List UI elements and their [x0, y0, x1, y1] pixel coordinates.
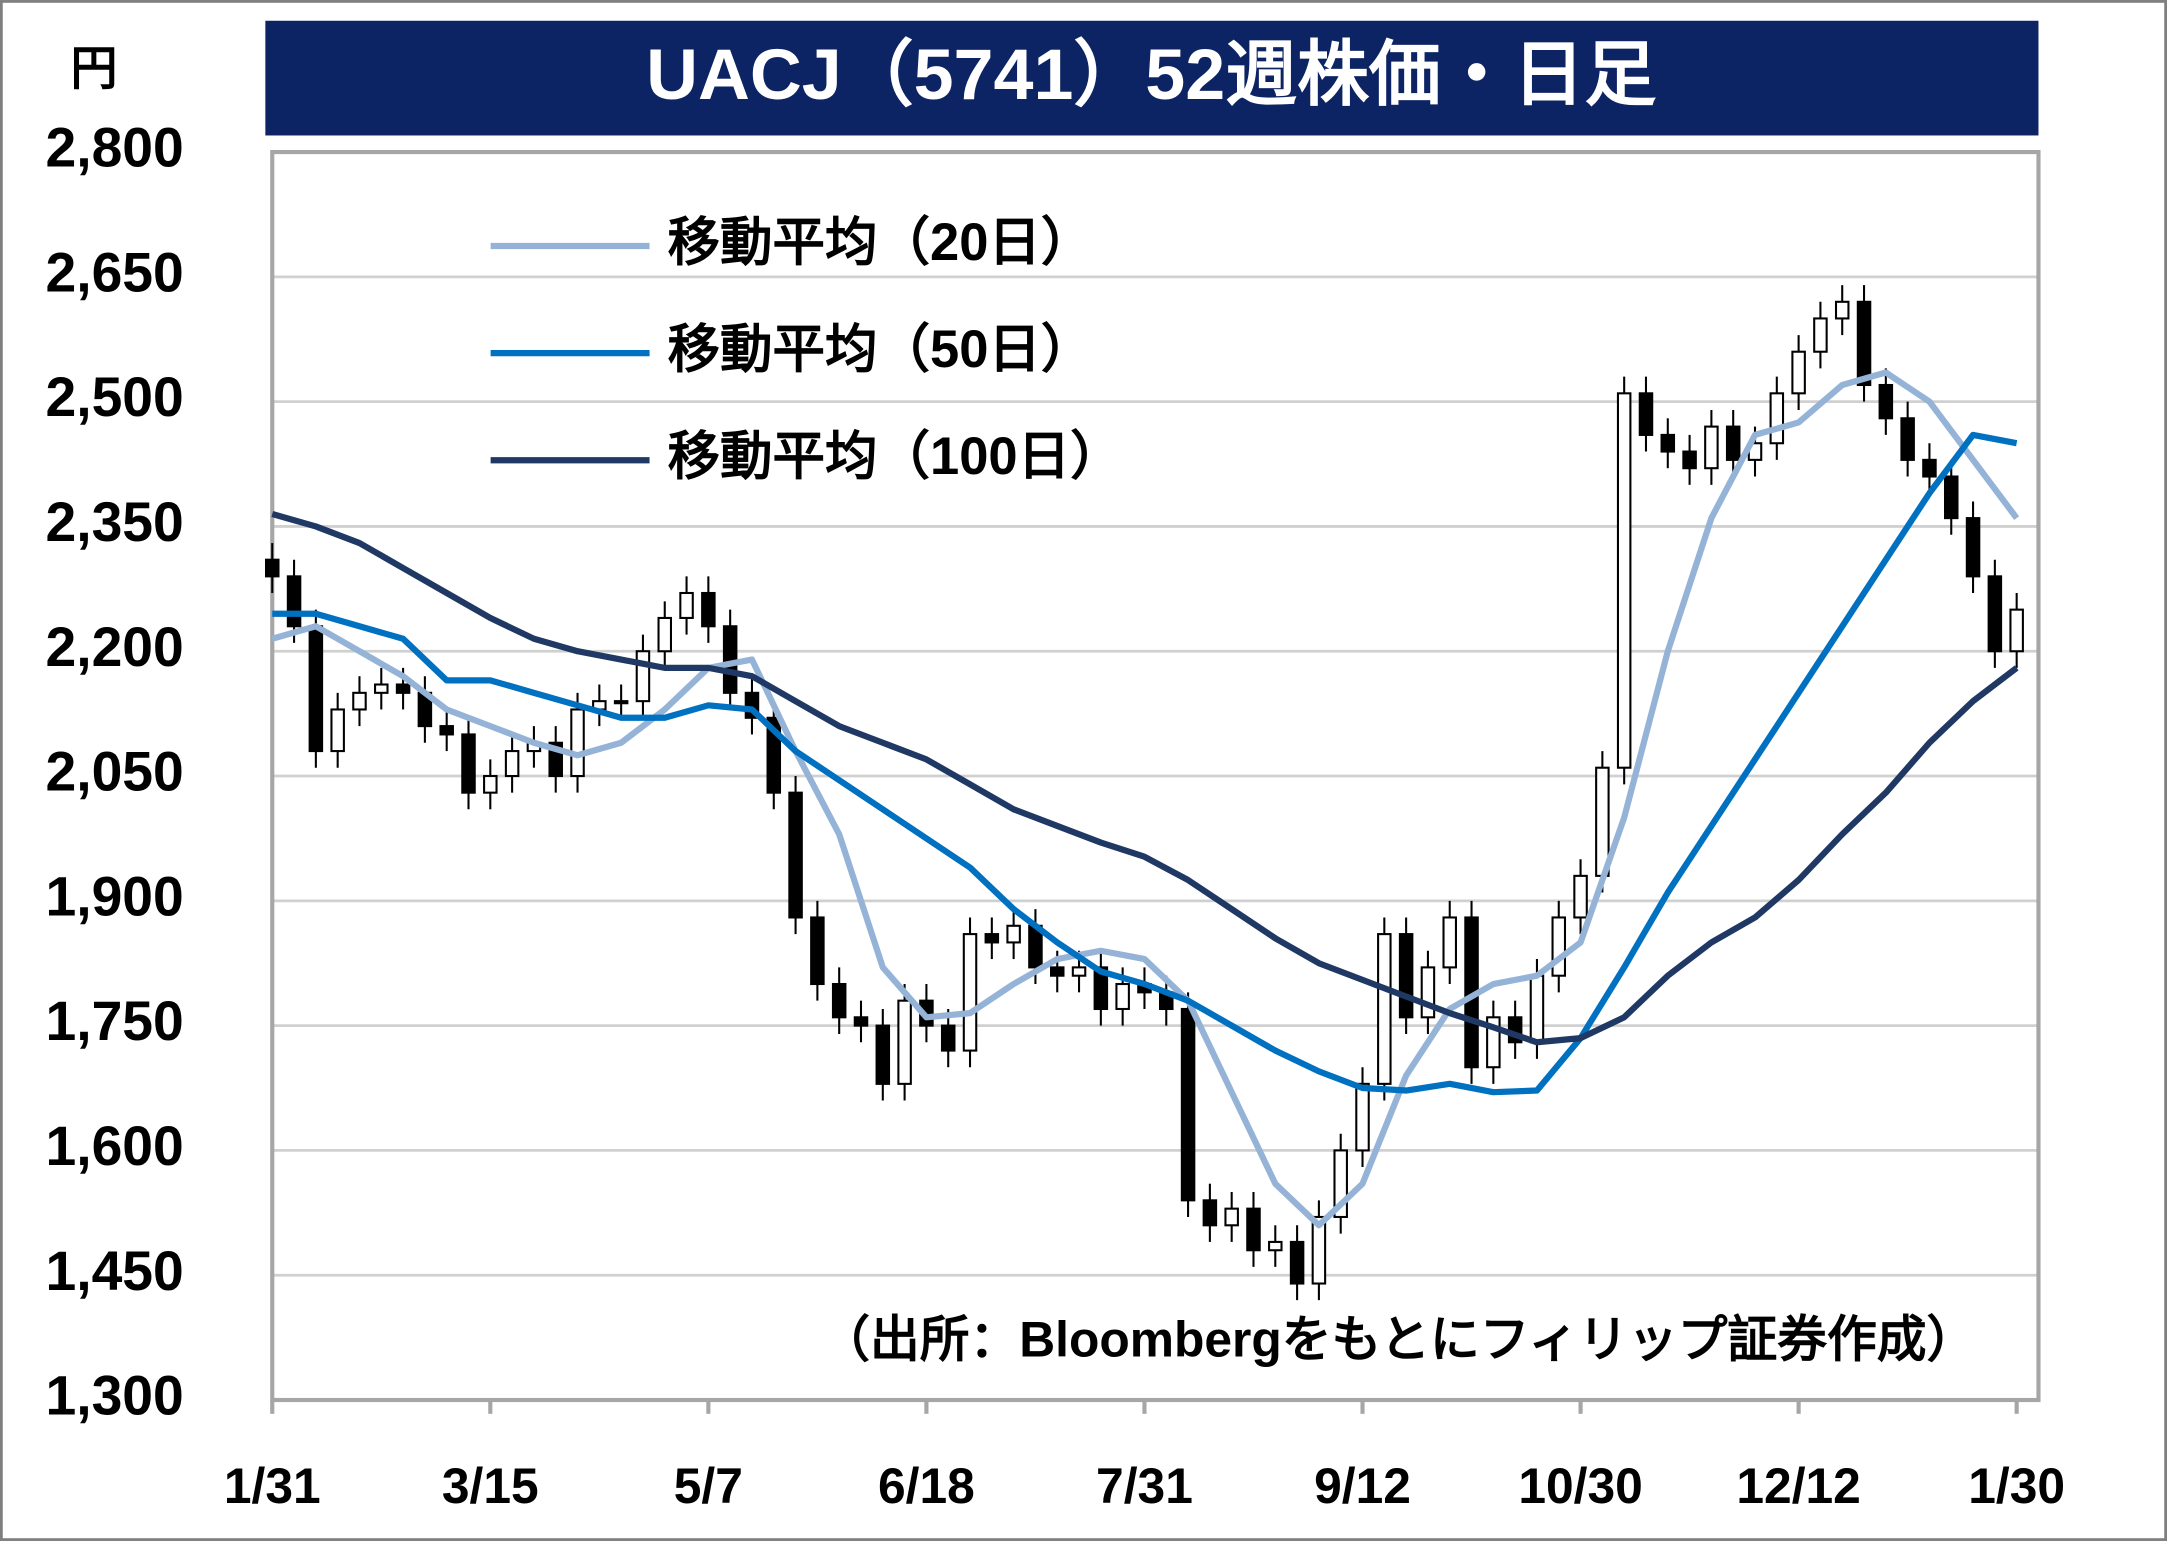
candle-body — [1529, 974, 1545, 1044]
y-tick-label: 1,600 — [45, 1115, 183, 1177]
candle-body — [1573, 874, 1588, 919]
moving-average-line — [271, 510, 2019, 1046]
plot-border — [270, 149, 2041, 1403]
legend-label: 移動平均（50日） — [668, 320, 1094, 379]
source-note: （出所：Bloombergをもとにフィリップ証券作成） — [820, 1311, 1976, 1367]
candle-body — [1660, 433, 1676, 453]
candle-body — [831, 982, 847, 1019]
candle-body — [1355, 1082, 1370, 1152]
candle-body — [962, 933, 978, 1052]
candle-body — [1813, 317, 1828, 353]
x-tick-label: 7/31 — [1096, 1458, 1193, 1514]
candle-body — [657, 616, 673, 653]
candle-body — [2009, 608, 2024, 653]
candle-body — [1049, 966, 1065, 977]
candle-body — [722, 625, 738, 694]
x-tick-label: 6/18 — [878, 1458, 975, 1514]
y-tick-label: 2,500 — [45, 366, 183, 428]
candle-body — [1268, 1240, 1283, 1252]
candle-body — [875, 1024, 891, 1085]
candle-body — [570, 708, 585, 778]
candle-body — [1224, 1207, 1239, 1227]
candle-body — [1616, 392, 1632, 769]
x-tick-label: 5/7 — [674, 1458, 743, 1514]
candle-body — [1987, 575, 2003, 653]
candle-body — [330, 708, 345, 753]
candle-body — [1878, 383, 1894, 420]
candle-body — [1965, 517, 1981, 578]
candle-body — [1922, 458, 1937, 478]
candle-body — [1638, 392, 1654, 436]
candle-body — [1377, 933, 1392, 1085]
candle-body — [788, 791, 803, 919]
candle-body — [286, 575, 302, 628]
candle-body — [1704, 425, 1719, 470]
candle-body — [635, 650, 651, 703]
candle-body — [374, 683, 389, 694]
x-tick-label: 1/30 — [1968, 1458, 2065, 1514]
candle-body — [1006, 924, 1021, 944]
candle-body — [461, 733, 476, 794]
x-tick-label: 12/12 — [1736, 1458, 1861, 1514]
candle-body — [1398, 933, 1414, 1019]
y-tick-label: 2,050 — [45, 741, 183, 803]
candle-body — [1834, 300, 1850, 320]
candle-body — [1093, 966, 1109, 1011]
candle-body — [853, 1016, 869, 1027]
y-tick-label: 1,300 — [45, 1365, 183, 1427]
legend-label: 移動平均（100日） — [668, 427, 1123, 486]
candle-body — [1769, 392, 1785, 445]
candle-body — [810, 916, 825, 986]
candle-body — [940, 1024, 956, 1052]
candle-body — [1551, 916, 1567, 977]
candle-body — [504, 750, 520, 778]
candle-body — [1791, 350, 1806, 395]
x-tick-label: 1/31 — [224, 1458, 321, 1514]
candle-body — [352, 691, 367, 711]
y-tick-label: 2,350 — [45, 491, 183, 553]
candle-body — [395, 683, 411, 694]
candle-body — [613, 700, 629, 705]
y-tick-label: 2,800 — [45, 117, 183, 179]
candle-body — [984, 933, 1000, 944]
candle-body — [1900, 417, 1915, 461]
candle-body — [1943, 475, 1959, 520]
chart-title: UACJ（5741）52週株価・日足 — [646, 35, 1656, 115]
y-tick-label: 1,750 — [45, 990, 183, 1052]
candle-body — [1442, 916, 1457, 969]
x-tick-label: 10/30 — [1518, 1458, 1643, 1514]
candle-body — [897, 999, 912, 1085]
x-tick-label: 3/15 — [442, 1458, 539, 1514]
candle-body — [1311, 1215, 1327, 1285]
candle-body — [265, 558, 280, 578]
candle-body — [1180, 1007, 1196, 1202]
y-tick-label: 1,450 — [45, 1240, 183, 1302]
candle-body — [1071, 966, 1087, 977]
candle-body — [439, 725, 454, 736]
moving-average-line — [271, 369, 2020, 1229]
legend-label: 移動平均（20日） — [668, 213, 1094, 272]
candle-body — [1115, 982, 1130, 1011]
x-tick-label: 9/12 — [1314, 1458, 1411, 1514]
candle-body — [701, 591, 716, 628]
candle-body — [308, 625, 324, 753]
y-tick-label: 2,200 — [45, 616, 183, 678]
candle-body — [483, 774, 498, 794]
y-tick-label: 1,900 — [45, 865, 183, 927]
candle-body — [679, 591, 694, 619]
title-bar — [265, 20, 2039, 136]
y-unit: 円 — [70, 41, 117, 94]
candle-body — [1682, 450, 1697, 470]
candle-body — [1289, 1240, 1305, 1285]
candle-body — [1202, 1199, 1218, 1227]
moving-average-line — [272, 431, 2018, 1096]
candle-body — [1246, 1207, 1261, 1252]
y-tick-label: 2,650 — [45, 241, 183, 303]
candle-body — [1725, 425, 1741, 461]
candle-body — [1856, 300, 1872, 387]
candle-body — [1420, 966, 1436, 1019]
